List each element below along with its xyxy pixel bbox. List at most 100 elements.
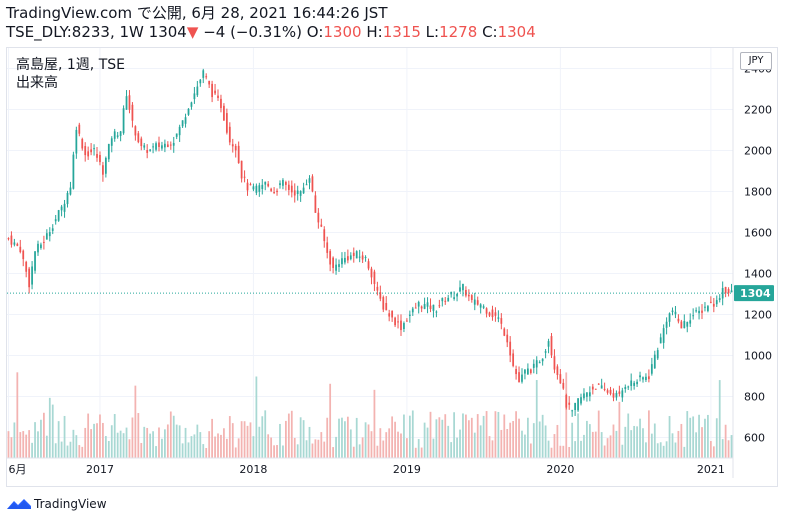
candle-body	[87, 151, 90, 157]
volume-bar	[373, 389, 376, 458]
volume-bar	[205, 447, 208, 458]
candle-body	[618, 391, 621, 394]
volume-bar	[220, 434, 222, 458]
candle-body	[515, 368, 517, 375]
volume-bar	[524, 434, 526, 458]
candle-body	[264, 181, 267, 185]
volume-bar	[727, 440, 730, 458]
volume-bar	[31, 442, 33, 458]
candle-body	[99, 155, 101, 163]
footer-brand[interactable]: TradingView	[6, 494, 107, 514]
volume-bar	[701, 427, 703, 458]
tradingview-logo-icon	[7, 499, 31, 509]
candle-body	[57, 210, 60, 221]
footer-brand-text: TradingView	[34, 497, 107, 511]
candle-body	[166, 144, 169, 148]
volume-bar	[293, 437, 296, 458]
candle-body	[205, 76, 208, 78]
volume-bar	[175, 424, 178, 458]
price-tick-label: 800	[744, 391, 765, 404]
volume-bar	[63, 415, 66, 458]
volume-bar	[51, 404, 54, 458]
volume-bar	[302, 420, 305, 458]
candle-body	[482, 306, 485, 308]
volume-bar	[650, 433, 653, 458]
volume-bar	[223, 428, 225, 458]
candle-body	[503, 328, 506, 336]
candle-body	[462, 283, 464, 291]
candle-body	[562, 382, 565, 389]
volume-bar	[158, 427, 160, 458]
volume-bar	[627, 413, 630, 458]
candle-body	[349, 255, 352, 260]
volume-bar	[494, 411, 497, 458]
candle-body	[282, 179, 284, 186]
candle-body	[541, 358, 544, 362]
volume-bar	[104, 436, 107, 458]
candle-body	[243, 176, 246, 178]
candle-body	[376, 286, 379, 291]
candle-body	[712, 303, 715, 307]
candle-body	[426, 302, 429, 307]
volume-bar	[287, 413, 290, 458]
volume-bar	[149, 433, 152, 458]
candle-body	[181, 120, 184, 127]
volume-bar	[624, 426, 627, 458]
volume-bar	[420, 447, 423, 458]
volume-bar	[718, 380, 721, 458]
candle-body	[116, 135, 119, 137]
chart-pane[interactable]	[6, 47, 778, 487]
candle-body	[326, 242, 329, 253]
candle-body	[429, 305, 432, 310]
candle-body	[470, 295, 473, 300]
volume-bar	[429, 411, 432, 458]
volume-label: 出来高	[16, 75, 58, 91]
volume-bar	[164, 429, 166, 458]
time-axis[interactable]: 6月 2017 2018 2019 2020 2021	[7, 457, 733, 476]
volume-bar	[305, 440, 308, 458]
volume-bar	[674, 442, 677, 458]
candle-body	[131, 104, 134, 121]
candle-body	[730, 290, 733, 293]
volume-bar	[453, 412, 455, 458]
candle-body	[529, 369, 532, 373]
volume-bar	[16, 372, 19, 458]
volume-bar	[642, 428, 644, 458]
volume-bar	[630, 430, 633, 458]
volume-bar	[202, 444, 205, 458]
volume-bar	[497, 411, 500, 458]
candle-body	[146, 150, 149, 153]
candle-body	[293, 190, 296, 196]
volume-bar	[648, 410, 650, 458]
candle-body	[187, 108, 190, 115]
volume-bar	[10, 437, 13, 458]
open-value: 1300	[323, 23, 362, 41]
candle-body	[559, 374, 562, 384]
price-axis[interactable]: 60080010001200140016001800200022002400	[732, 48, 772, 478]
candle-body	[686, 321, 689, 327]
volume-bar	[110, 425, 113, 458]
volume-bar	[172, 415, 175, 458]
candle-body	[308, 178, 311, 183]
candle-body	[225, 113, 228, 133]
volume-bar	[444, 414, 447, 458]
currency-badge[interactable]: JPY	[740, 52, 772, 70]
candle-body	[270, 188, 273, 191]
candle-body	[332, 257, 334, 268]
candle-body	[653, 354, 656, 369]
volume-bar	[96, 423, 98, 458]
volume-bar	[432, 438, 435, 458]
candle-body	[296, 190, 299, 194]
volume-bar	[400, 433, 402, 458]
candle-body	[465, 289, 467, 296]
candle-body	[721, 288, 724, 299]
chart-title: 高島屋, 1週, TSE	[16, 57, 125, 73]
volume-bar	[143, 426, 146, 458]
volume-bar	[75, 435, 78, 458]
candle-body	[473, 299, 476, 305]
candle-body	[152, 146, 154, 148]
time-tick-label: 2019	[393, 463, 421, 476]
candle-body	[633, 382, 636, 386]
candle-body	[435, 311, 438, 313]
